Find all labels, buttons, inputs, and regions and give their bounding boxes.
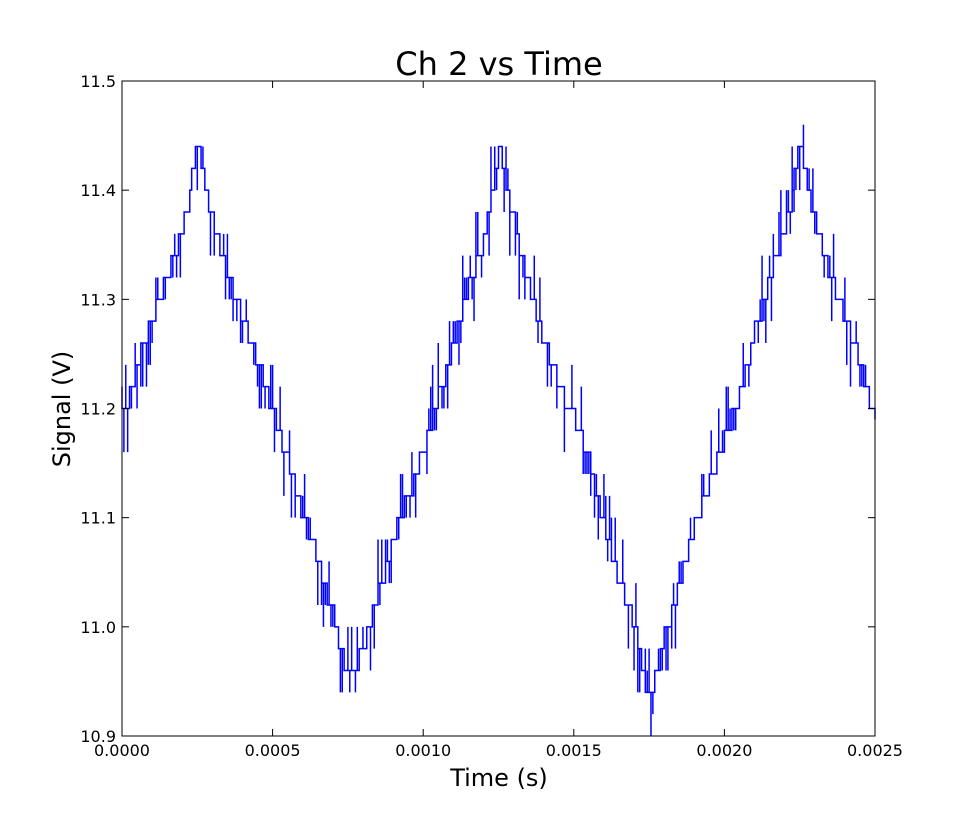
- y-tick-label: 10.9: [80, 727, 116, 746]
- plot-area: 0.0000 0.0005 0.0010 0.0015 0.0020 0.0025 10.9…: [80, 72, 903, 760]
- y-tick-label: 11.1: [80, 509, 116, 528]
- y-axis-label: Signal (V): [48, 351, 76, 468]
- x-tick-label: 0.0010: [395, 741, 451, 760]
- x-axis-label: Time (s): [449, 764, 548, 792]
- y-tick-label: 11.2: [80, 400, 116, 419]
- plot-frame: [121, 80, 876, 737]
- x-tick-label: 0.0015: [546, 741, 602, 760]
- y-tick-label: 11.3: [80, 290, 116, 309]
- y-tick-label: 11.4: [80, 181, 116, 200]
- x-tick-label: 0.0000: [94, 741, 150, 760]
- x-tick-label: 0.0005: [245, 741, 301, 760]
- chart-title: Ch 2 vs Time: [395, 45, 602, 83]
- x-tick-label: 0.0025: [847, 741, 903, 760]
- y-tick-label: 11.0: [80, 618, 116, 637]
- series-line: [121, 124, 876, 736]
- x-tick-label: 0.0020: [696, 741, 752, 760]
- y-tick-label: 11.5: [80, 72, 116, 91]
